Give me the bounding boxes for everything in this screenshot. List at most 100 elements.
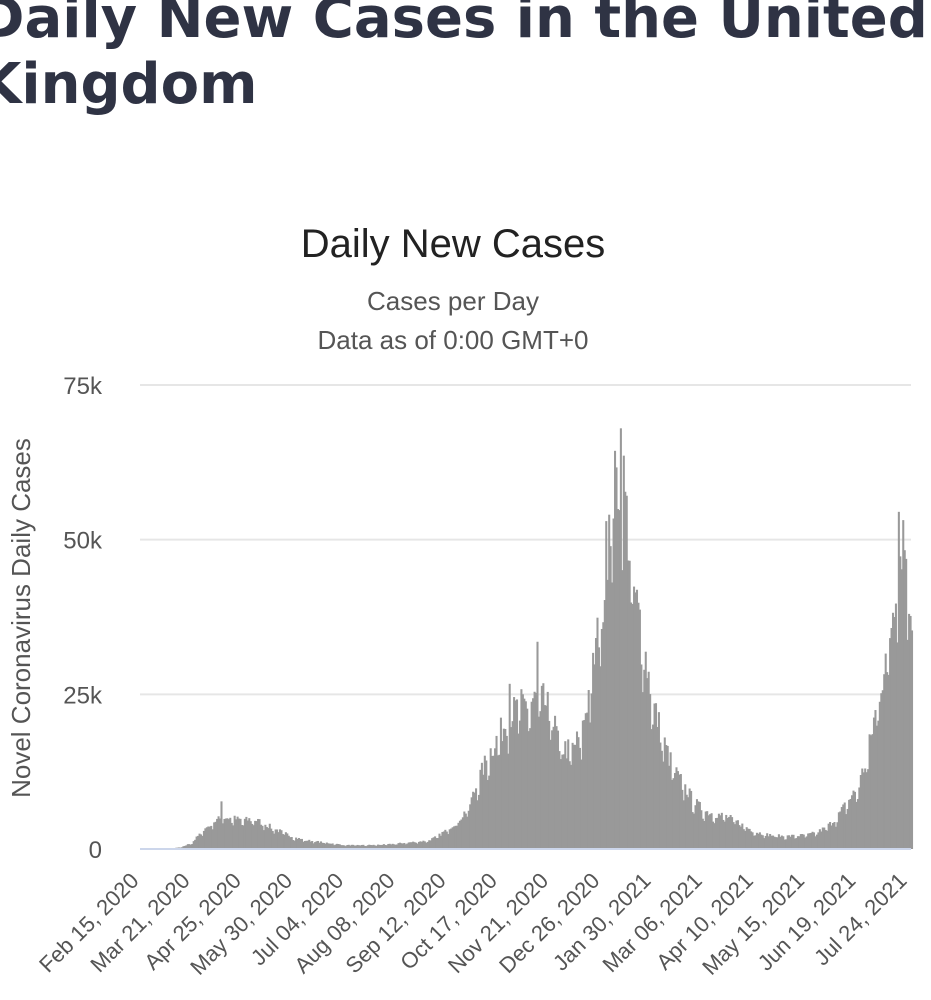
bar <box>843 802 846 849</box>
bar <box>520 689 523 849</box>
bar <box>333 845 336 849</box>
bar <box>810 832 813 849</box>
bar <box>461 817 464 849</box>
bar <box>243 818 246 849</box>
bar <box>409 842 412 849</box>
bar <box>491 755 494 849</box>
bar <box>637 602 640 849</box>
bar <box>672 778 675 849</box>
bar <box>618 510 621 849</box>
bar <box>258 819 261 849</box>
bar <box>341 845 344 849</box>
bar <box>890 628 893 849</box>
bar <box>774 837 777 849</box>
bar <box>587 690 590 849</box>
bar <box>864 768 867 849</box>
bar <box>630 602 633 849</box>
bar <box>688 788 691 849</box>
bar <box>622 455 625 849</box>
bar <box>880 693 883 849</box>
bar <box>577 737 580 849</box>
bar <box>360 844 363 849</box>
bar <box>814 836 817 849</box>
bar <box>678 774 681 849</box>
bar <box>830 825 833 849</box>
bar <box>315 841 318 849</box>
bar <box>198 833 201 849</box>
bar <box>614 450 617 849</box>
bar <box>694 805 697 849</box>
bar <box>336 843 339 849</box>
bar <box>363 845 366 849</box>
bar <box>501 741 504 849</box>
bar <box>524 701 527 849</box>
bar <box>535 692 538 849</box>
bar <box>820 831 823 849</box>
bar <box>805 836 808 849</box>
bar <box>518 720 521 849</box>
bar <box>324 843 327 849</box>
bar <box>495 735 498 849</box>
bar <box>870 735 873 849</box>
bar <box>322 842 325 849</box>
bar <box>311 841 314 849</box>
bar <box>280 830 283 849</box>
bar <box>219 818 222 849</box>
bar <box>767 836 770 849</box>
bar <box>842 804 845 849</box>
bar <box>757 833 760 849</box>
bar <box>472 791 475 849</box>
bar <box>627 560 630 849</box>
bar <box>377 844 380 849</box>
bar <box>264 824 267 849</box>
bar <box>249 821 252 849</box>
bar <box>216 818 219 849</box>
bar <box>435 838 438 849</box>
bar <box>552 726 555 849</box>
bar <box>444 829 447 849</box>
bar <box>505 735 508 849</box>
bar <box>889 638 892 849</box>
bar <box>278 829 282 849</box>
bar <box>388 843 391 849</box>
bar <box>347 844 350 849</box>
bar <box>581 720 584 849</box>
bar <box>406 843 409 849</box>
bar <box>252 825 255 849</box>
bar <box>274 829 277 849</box>
bar <box>217 816 220 849</box>
bar <box>371 845 374 849</box>
bar <box>881 690 884 849</box>
bar <box>309 841 312 849</box>
bar <box>747 828 750 849</box>
bar <box>565 758 568 849</box>
bar <box>764 835 767 849</box>
bar <box>669 752 672 849</box>
bar <box>856 799 859 849</box>
bar <box>559 759 562 849</box>
bar <box>213 822 216 849</box>
bar <box>900 569 903 849</box>
bar <box>633 586 636 849</box>
bar <box>657 712 660 849</box>
bar <box>390 844 393 849</box>
y-axis-ticks: 0 25k 50k 75k <box>63 373 103 864</box>
bar <box>417 841 421 849</box>
bar <box>483 755 486 849</box>
bar <box>343 845 346 849</box>
bar <box>815 834 818 849</box>
bar <box>691 812 694 849</box>
bar <box>331 843 334 849</box>
bar <box>745 827 748 849</box>
bar <box>706 811 709 849</box>
bar <box>293 840 296 849</box>
bar <box>400 843 403 849</box>
bar <box>574 744 577 849</box>
bar <box>769 833 772 849</box>
bar <box>240 825 244 849</box>
bar <box>362 844 365 849</box>
bar <box>883 674 886 849</box>
bar <box>652 724 655 849</box>
bar <box>812 832 816 849</box>
bar <box>602 622 605 849</box>
